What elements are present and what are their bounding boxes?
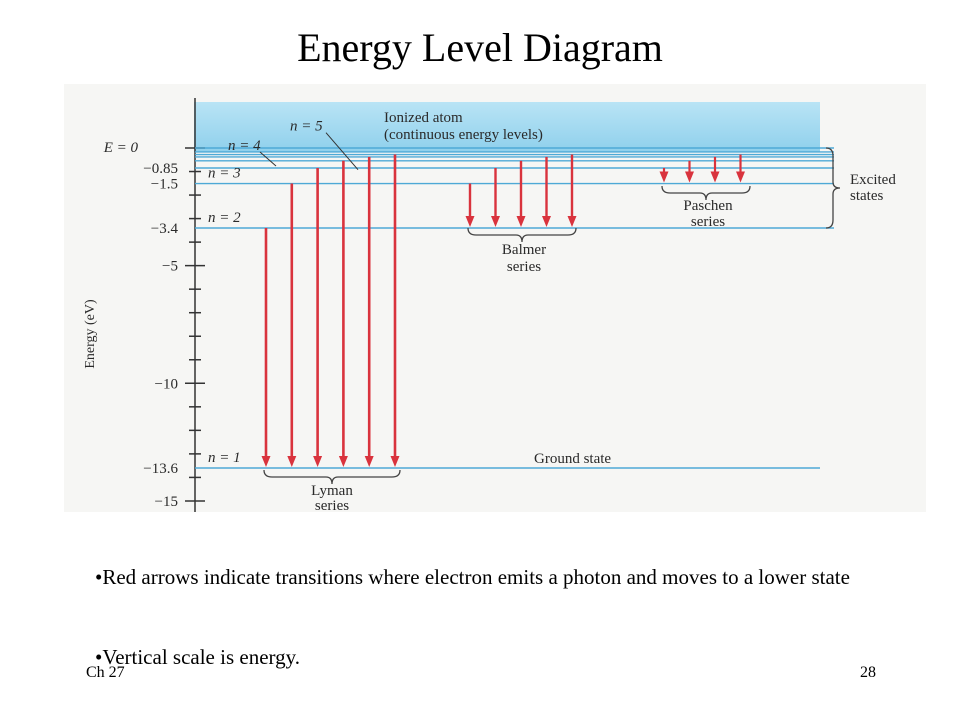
- axis-tick-label: −5: [162, 259, 178, 275]
- balmer-brace: [467, 227, 577, 243]
- axis-tick-label: −10: [155, 376, 178, 392]
- arrow-lyman-4-to-1-head: [313, 456, 323, 467]
- arrow-paschen-4-to-3-head: [659, 171, 669, 183]
- ionized-label-line2: (continuous energy levels): [384, 127, 543, 143]
- axis-tick-label: −13.6: [143, 461, 178, 477]
- axis-tick-labels: −0.85−1.5 −3.4 −5 −10 −13.6 −15: [143, 161, 178, 510]
- paschen-series-label-line1: Paschen: [683, 198, 733, 214]
- arrow-lyman-7-to-1-head: [390, 456, 400, 467]
- arrow-lyman-5-to-1-head: [338, 456, 348, 467]
- footer-page-number: 28: [860, 664, 876, 681]
- axis-label: Energy (eV): [83, 299, 98, 369]
- arrow-paschen-5-to-3-head: [685, 171, 694, 183]
- energy-level-diagram: −0.85−1.5−3.4−5−10−13.6−15 n = 1n = 2n =…: [64, 84, 926, 512]
- paschen-series-label-line2: series: [691, 214, 725, 230]
- paschen-brace: [661, 185, 751, 201]
- bullet-vertical-scale: •Vertical scale is energy.: [95, 645, 301, 669]
- arrow-paschen-6-to-3-head: [710, 171, 720, 183]
- excited-states-brace: [825, 147, 841, 229]
- axis-tick-label: −3.4: [151, 221, 179, 237]
- level-leader-n5: [325, 132, 359, 171]
- ground-state-label: Ground state: [534, 451, 611, 467]
- level-lines: [195, 147, 834, 469]
- arrow-balmer-6-to-2-head: [542, 216, 551, 227]
- level-label-n4: n = 4: [228, 138, 261, 154]
- balmer-series-label-line2: series: [507, 259, 541, 275]
- axis-ticks: [185, 147, 205, 502]
- arrow-lyman-3-to-1-head: [287, 456, 297, 467]
- diagram-background: [64, 84, 926, 512]
- axis-tick-label: −1.5: [151, 176, 178, 192]
- series-braces: [263, 147, 841, 485]
- axis-tick-label: −0.85: [143, 161, 178, 177]
- e-zero-label: E = 0: [103, 140, 139, 156]
- arrow-balmer-4-to-2-head: [491, 216, 500, 227]
- ionized-label-line1: Ionized atom: [384, 110, 463, 126]
- slide-title: Energy Level Diagram: [297, 25, 663, 70]
- level-label-n5: n = 5: [290, 119, 323, 135]
- footer-chapter: Ch 27: [86, 664, 125, 681]
- level-label-n2: n = 2: [208, 210, 241, 226]
- level-leader-n4: [259, 151, 277, 167]
- level-labels: n = 1 n = 2 n = 3 n = 4 n = 5: [208, 119, 359, 466]
- arrow-lyman-2-to-1-head: [261, 456, 271, 467]
- arrow-paschen-7-to-3-head: [736, 171, 745, 183]
- arrow-balmer-5-to-2-head: [516, 216, 526, 227]
- level-label-n3: n = 3: [208, 165, 241, 181]
- balmer-series-label-line1: Balmer: [502, 242, 546, 258]
- lyman-series-label-line1: Lyman: [311, 483, 353, 499]
- transition-arrows: [261, 154, 745, 467]
- ionized-band: [194, 102, 820, 152]
- level-label-n1: n = 1: [208, 450, 241, 466]
- arrow-lyman-6-to-1-head: [364, 456, 374, 467]
- arrow-balmer-7-to-2-head: [567, 216, 577, 227]
- excited-states-label-line2: states: [850, 188, 883, 204]
- lyman-brace: [263, 469, 401, 485]
- axis-tick-label: −15: [155, 494, 178, 510]
- arrow-balmer-3-to-2-head: [465, 216, 475, 227]
- bullet-red-arrows: •Red arrows indicate transitions where e…: [95, 565, 850, 589]
- lyman-series-label-line2: series: [315, 498, 349, 512]
- excited-states-label-line1: Excited: [850, 172, 896, 188]
